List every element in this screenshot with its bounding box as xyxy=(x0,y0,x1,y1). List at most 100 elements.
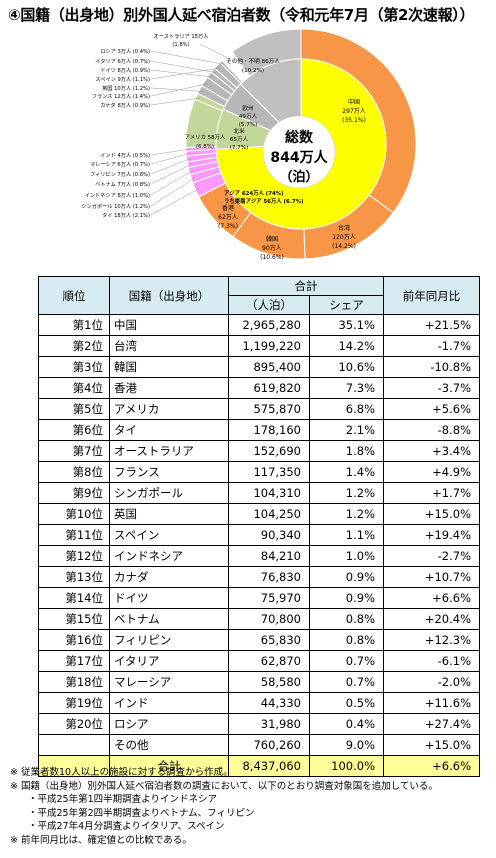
cell-rank: 第8位 xyxy=(38,461,110,483)
cell-share: 0.8% xyxy=(309,629,384,651)
cell-nights: 117,350 xyxy=(228,461,310,483)
header-country: 国籍（出身地） xyxy=(109,276,229,315)
cell-country: カナダ xyxy=(109,566,229,588)
cell-nights: 44,330 xyxy=(228,692,310,714)
cell-country: アメリカ xyxy=(109,398,229,420)
region-label-north_america: 65万人 xyxy=(230,136,249,143)
slice-label-china: 中国 xyxy=(348,98,360,106)
cell-nights: 575,870 xyxy=(228,398,310,420)
cell-yoy: +6.6% xyxy=(383,755,480,777)
leader-line xyxy=(150,177,196,207)
table-row: 第3位 韓国 895,400 10.6% -10.8% xyxy=(38,356,480,378)
cell-share: 14.2% xyxy=(309,335,384,357)
header-yoy: 前年同月比 xyxy=(383,276,480,315)
cell-yoy: +12.3% xyxy=(383,629,480,651)
cell-rank xyxy=(38,734,110,756)
cell-nights: 58,580 xyxy=(228,671,310,693)
leader-line xyxy=(150,188,200,216)
cell-country: 香港 xyxy=(109,377,229,399)
cell-yoy: +10.7% xyxy=(383,566,480,588)
slice-label-usa: (6.8%) xyxy=(196,144,214,150)
cell-nights: 75,970 xyxy=(228,587,310,609)
cell-nights: 104,310 xyxy=(228,482,310,504)
cell-rank: 第19位 xyxy=(38,692,110,714)
slice-label-hongkong: 香港 xyxy=(222,204,234,212)
cell-share: 6.8% xyxy=(309,398,384,420)
slice-label-philippines: フィリピン 7万人 (0.8%) xyxy=(90,171,150,178)
cell-share: 7.3% xyxy=(309,377,384,399)
cell-nights: 895,400 xyxy=(228,356,310,378)
cell-yoy: +21.5% xyxy=(383,314,480,336)
table-row: 第10位 英国 104,250 1.2% +15.0% xyxy=(38,503,480,525)
cell-share: 0.9% xyxy=(309,566,384,588)
cell-share: 0.7% xyxy=(309,650,384,672)
cell-nights: 2,965,280 xyxy=(228,314,310,336)
cell-rank: 第9位 xyxy=(38,482,110,504)
cell-share: 0.8% xyxy=(309,608,384,630)
center-hole xyxy=(262,115,336,189)
table-row: 第17位 イタリア 62,870 0.7% -6.1% xyxy=(38,650,480,672)
cell-country: ロシア xyxy=(109,713,229,735)
cell-rank: 第18位 xyxy=(38,671,110,693)
cell-yoy: -10.8% xyxy=(383,356,480,378)
cell-yoy: +19.4% xyxy=(383,524,480,546)
slice-label-thailand: タイ 18万人 (2.1%) xyxy=(102,211,150,219)
cell-nights: 619,820 xyxy=(228,377,310,399)
cell-rank: 第14位 xyxy=(38,587,110,609)
cell-rank: 第13位 xyxy=(38,566,110,588)
leader-line xyxy=(150,158,192,175)
cell-country: 中国 xyxy=(109,314,229,336)
cell-share: 1.8% xyxy=(309,440,384,462)
cell-rank: 第4位 xyxy=(38,377,110,399)
table-total-row: 合計 8,437,060 100.0% +6.6% xyxy=(38,755,480,777)
table-row: 第2位 台湾 1,199,220 14.2% -1.7% xyxy=(38,335,480,357)
slice-label-hongkong: 62万人 xyxy=(218,214,238,221)
cell-share: 1.2% xyxy=(309,482,384,504)
slice-label-russia: ロシア 3万人 (0.4%) xyxy=(100,48,150,55)
cell-country: マレーシア xyxy=(109,671,229,693)
cell-country: 合計 xyxy=(109,755,229,777)
slice-label-australia: オーストラリア 15万人 xyxy=(154,33,209,40)
table-row: 第12位 インドネシア 84,210 1.0% -2.7% xyxy=(38,545,480,567)
cell-yoy: +11.6% xyxy=(383,692,480,714)
slice-label-other: (10.2%) xyxy=(242,68,264,74)
footnotes: ※ 従業者数10人以上の施設に対する調査から作成。 ※ 国籍（出身地）別外国人延べ… xyxy=(10,766,438,848)
region-label-europe: (5.7%) xyxy=(239,122,258,128)
table-row: 第5位 アメリカ 575,870 6.8% +5.6% xyxy=(38,398,480,420)
cell-share: 9.0% xyxy=(309,734,384,756)
total-label: 総数 xyxy=(285,129,314,146)
slice-label-india: インド 4万人 (0.5%) xyxy=(100,152,150,159)
cell-country: ベトナム xyxy=(109,608,229,630)
cell-share: 10.6% xyxy=(309,356,384,378)
cell-yoy: +15.0% xyxy=(383,734,480,756)
slice-label-korea: 90万人 xyxy=(262,245,282,252)
cell-rank xyxy=(38,755,110,777)
table-row: 第11位 スペイン 90,340 1.1% +19.4% xyxy=(38,524,480,546)
region-label-north_america: 北米 xyxy=(233,127,245,135)
cell-share: 0.5% xyxy=(309,692,384,714)
cell-nights: 1,199,220 xyxy=(228,335,310,357)
leader-line xyxy=(150,87,204,92)
cell-rank: 第3位 xyxy=(38,356,110,378)
table-row: 第18位 マレーシア 58,580 0.7% -2.0% xyxy=(38,671,480,693)
slice-label-uk: 英国 10万人 (1.2%) xyxy=(102,84,150,92)
leader-line xyxy=(150,169,194,196)
cell-yoy: +3.4% xyxy=(383,440,480,462)
cell-yoy: -8.8% xyxy=(383,419,480,441)
table-row: 第6位 タイ 178,160 2.1% -8.8% xyxy=(38,419,480,441)
cell-rank: 第20位 xyxy=(38,713,110,735)
footnote: ・平成27年4月分調査よりイタリア、スペイン xyxy=(28,821,225,833)
leader-line xyxy=(199,43,230,60)
table-row: 第7位 オーストラリア 152,690 1.8% +3.4% xyxy=(38,440,480,462)
cell-nights: 104,250 xyxy=(228,503,310,525)
cell-country: シンガポール xyxy=(109,482,229,504)
slice-label-taiwan: (14.2%) xyxy=(332,243,356,250)
slice-label-usa: アメリカ 58万人 xyxy=(185,134,226,141)
slice-label-germany: ドイツ 8万人 (0.9%) xyxy=(100,67,150,74)
table-row: 第9位 シンガポール 104,310 1.2% +1.7% xyxy=(38,482,480,504)
table-row: 第16位 フィリピン 65,830 0.8% +12.3% xyxy=(38,629,480,651)
slice-label-malaysia: マレーシア 6万人 (0.7%) xyxy=(90,161,150,168)
slice-label-other: その他・不明 86万人 xyxy=(226,57,280,65)
region-label-europe: 49万人 xyxy=(239,113,258,120)
slice-label-taiwan: 120万人 xyxy=(332,234,355,241)
